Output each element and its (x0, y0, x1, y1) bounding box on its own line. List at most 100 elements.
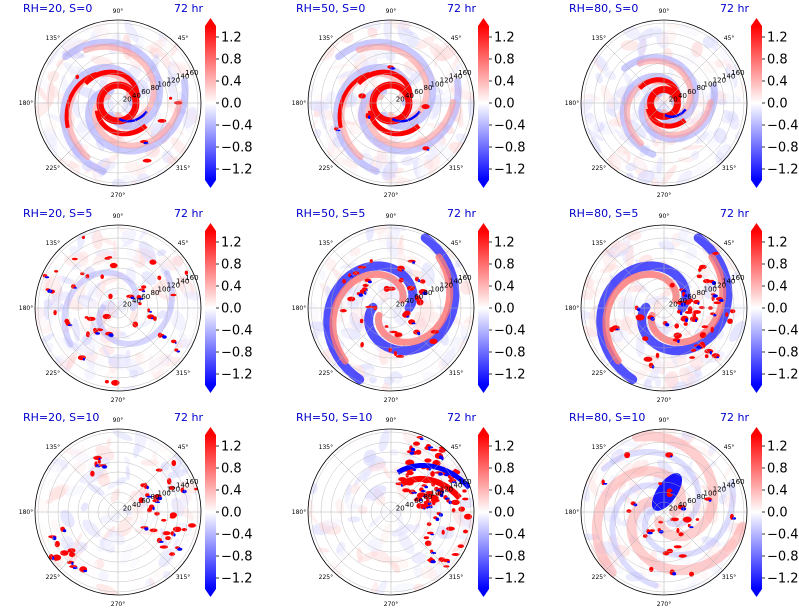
colorbar: 1.2 0.8 0.4 0.0 −0.4 −0.8 −1.2 (205, 427, 253, 597)
negative-band (601, 449, 702, 528)
polar-frame (307, 428, 475, 596)
background-patch (100, 236, 114, 246)
radial-tick-label: 60 (687, 293, 696, 301)
colorbar-tick-label: 1.2 (767, 236, 788, 251)
convective-cell (398, 277, 404, 283)
convective-cell (71, 257, 78, 261)
background-patch (64, 485, 85, 497)
colorbar-tick-label: −0.4 (767, 324, 799, 339)
convective-cell (678, 532, 684, 537)
convective-cell (414, 295, 421, 302)
background-patch (715, 59, 725, 68)
background-patch (413, 564, 424, 579)
convective-cell (360, 341, 364, 348)
background-patch (692, 445, 714, 457)
radial-tick-label: 20 (396, 301, 405, 309)
angle-label: 180° (565, 509, 579, 516)
negative-cell (435, 517, 440, 522)
background-patch (170, 65, 178, 75)
convective-cell (682, 516, 692, 523)
angle-label: 45° (178, 444, 189, 451)
background-patch (172, 538, 180, 548)
convective-cell (54, 540, 60, 548)
radial-tick-label: 160 (458, 478, 471, 486)
negative-cell (146, 485, 149, 490)
positive-band (337, 71, 371, 129)
radial-tick-label: 120 (713, 282, 726, 290)
radial-tick-label: 100 (704, 489, 717, 497)
background-patch (325, 257, 337, 271)
negative-cell (174, 342, 177, 344)
colorbar-tick-label: −0.4 (767, 119, 799, 134)
polar-panel-6: 204060801001201401600°45°90°135°180°225°… (565, 207, 799, 404)
colorbar-tick-label: 0.0 (221, 97, 242, 112)
angle-label: 180° (565, 100, 579, 107)
polar-panel-4: 204060801001201401600°45°90°135°180°225°… (19, 207, 253, 404)
colorbar: 1.2 0.8 0.4 0.0 −0.4 −0.8 −1.2 (478, 18, 526, 188)
colorbar-tick-label: 0.4 (494, 280, 515, 295)
colorbar-tick-label: −0.8 (494, 141, 526, 156)
background-patch (684, 246, 698, 260)
background-patch (408, 246, 416, 263)
grid-spoke (332, 307, 392, 367)
radial-tick-label: 100 (158, 285, 171, 293)
radial-tick-label: 20 (123, 505, 132, 513)
angle-label: 225° (592, 574, 606, 581)
convective-cell (342, 279, 346, 284)
angle-label: 135° (46, 35, 60, 42)
angle-label: 225° (46, 165, 60, 172)
colorbar-tick-label: 0.0 (494, 97, 515, 112)
colorbar-extend-min (205, 589, 216, 597)
negative-cell (149, 311, 153, 313)
radial-tick-label: 160 (731, 69, 744, 77)
background-patch (698, 312, 707, 318)
background-patch (581, 98, 593, 117)
angle-label: 180° (19, 305, 33, 312)
angle-label: 45° (451, 444, 462, 451)
radial-tick-label: 80 (697, 493, 706, 501)
negative-cell (716, 356, 720, 359)
radial-tick-label: 60 (141, 88, 150, 96)
radial-tick-label: 60 (414, 497, 423, 505)
background-patch (318, 105, 327, 130)
negative-cell (108, 333, 114, 338)
background-patch (88, 555, 98, 576)
negative-band (335, 38, 437, 130)
background-patch (658, 293, 665, 311)
radial-tick-label: 140 (176, 482, 189, 490)
convective-cell (727, 318, 733, 324)
radial-tick-label: 140 (176, 73, 189, 81)
convective-cell (132, 321, 139, 328)
radial-tick-label: 60 (414, 293, 423, 301)
background-patch (191, 308, 199, 324)
convective-cell (683, 322, 688, 326)
radial-tick-label: 80 (424, 84, 433, 92)
convective-cell (102, 313, 112, 320)
background-patch (321, 275, 330, 300)
colorbar: 1.2 0.8 0.4 0.0 −0.4 −0.8 −1.2 (751, 18, 799, 188)
background-patch (365, 368, 385, 379)
colorbar-gradient (478, 435, 489, 589)
background-patch (368, 515, 382, 528)
background-patch (118, 385, 136, 391)
colorbar-extend-min (751, 180, 762, 188)
background-patch (116, 299, 127, 313)
background-patch (48, 463, 58, 473)
panel-title-right: 72 hr (720, 207, 749, 220)
panel-title-right: 72 hr (447, 2, 476, 15)
convective-cell (172, 526, 182, 532)
grid-spoke (117, 249, 177, 309)
background-patch (391, 523, 414, 537)
negative-band (664, 108, 687, 118)
colorbar-extend-max (478, 427, 489, 435)
angle-label: 225° (319, 165, 333, 172)
background-patch (422, 371, 437, 382)
background-patch (606, 70, 617, 81)
colorbar-tick-label: 0.8 (494, 258, 515, 273)
grid-spoke (332, 102, 392, 162)
convective-cell (689, 356, 695, 359)
background-patch (664, 236, 674, 256)
background-patch (661, 164, 677, 186)
background-patch (80, 444, 87, 455)
